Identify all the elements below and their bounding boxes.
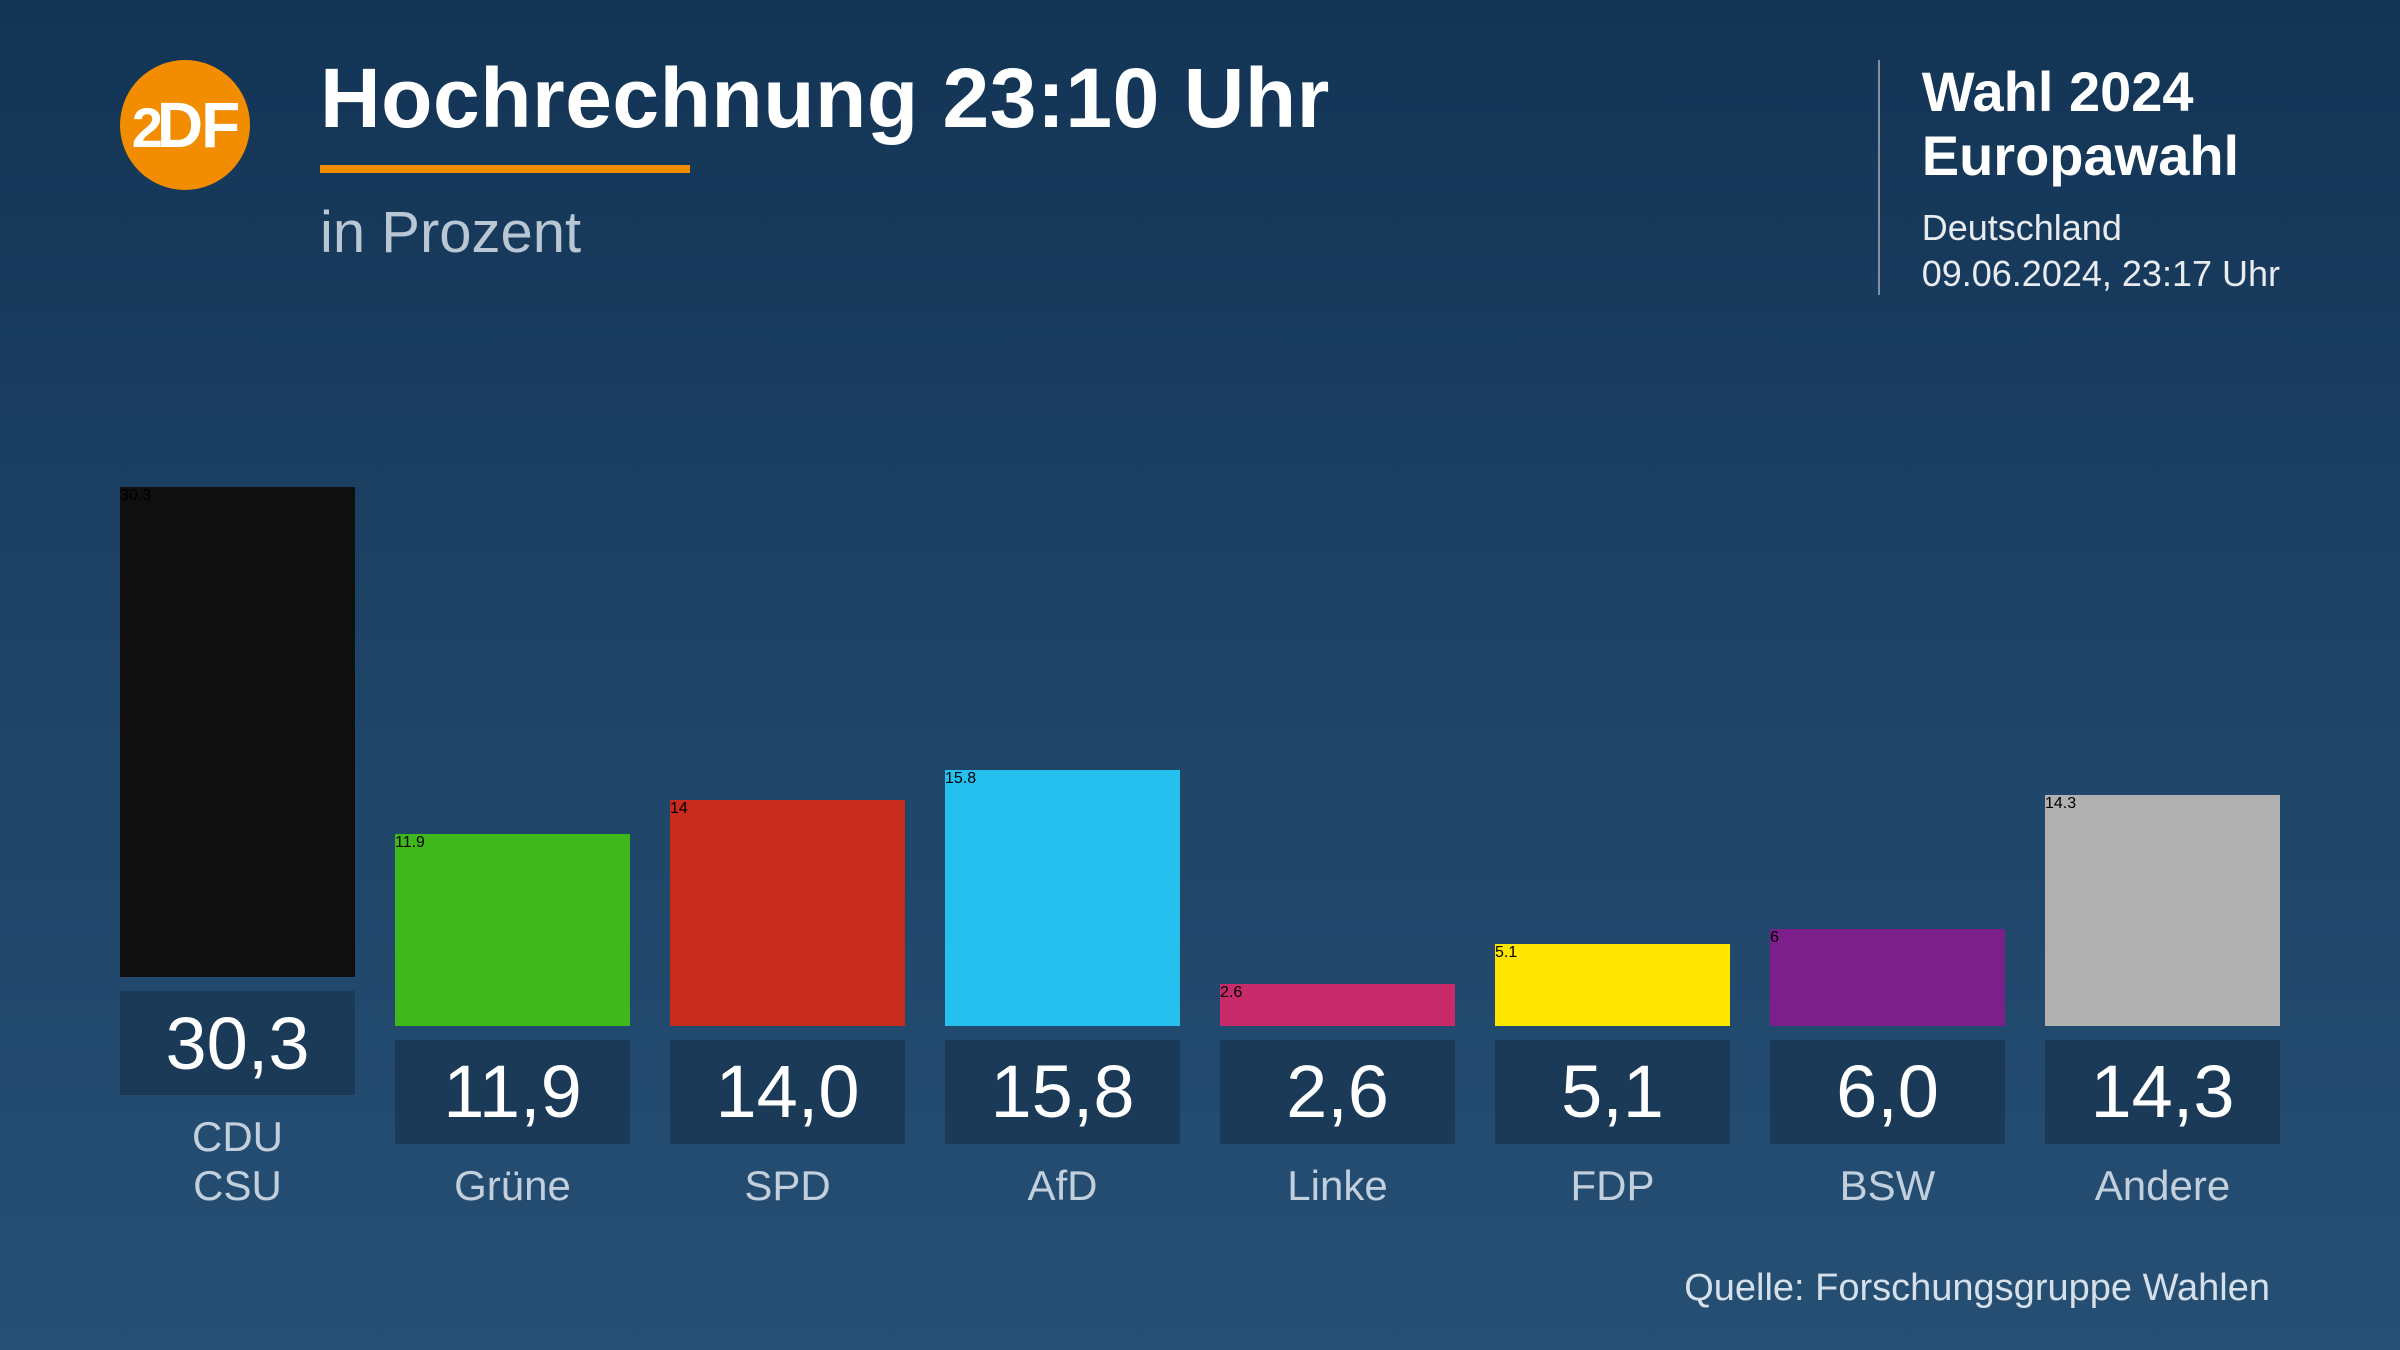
bar: 11.9 (395, 834, 630, 1026)
chart-subtitle: in Prozent (320, 199, 1330, 266)
logo-text-right: DF (157, 88, 238, 162)
bar-column: 14 14,0 SPD (670, 536, 905, 1210)
bar-column: 15.8 15,8 AfD (945, 536, 1180, 1210)
bar-area: 15.8 (945, 536, 1180, 1026)
party-label: SPD (670, 1162, 905, 1210)
bar-area: 14.3 (2045, 536, 2280, 1026)
value-box: 6,0 (1770, 1040, 2005, 1144)
bar-column: 14.3 14,3 Andere (2045, 536, 2280, 1210)
bar-area: 6 (1770, 536, 2005, 1026)
meta-country: Deutschland (1922, 207, 2280, 249)
party-label: Grüne (395, 1162, 630, 1210)
party-label: FDP (1495, 1162, 1730, 1210)
bar-column: 2.6 2,6 Linke (1220, 536, 1455, 1210)
bar-area: 14 (670, 536, 905, 1026)
value-box: 14,0 (670, 1040, 905, 1144)
party-label: BSW (1770, 1162, 2005, 1210)
bar: 30.3 (120, 487, 355, 977)
election-meta: Wahl 2024 Europawahl Deutschland 09.06.2… (1878, 60, 2280, 295)
meta-election-type: Europawahl (1922, 124, 2280, 188)
logo-text-left: 2 (132, 95, 161, 160)
bar-column: 30.3 30,3 CDU CSU (120, 487, 355, 1210)
bar: 5.1 (1495, 944, 1730, 1026)
meta-timestamp: 09.06.2024, 23:17 Uhr (1922, 253, 2280, 295)
value-box: 2,6 (1220, 1040, 1455, 1144)
bar: 2.6 (1220, 984, 1455, 1026)
bar-column: 11.9 11,9 Grüne (395, 536, 630, 1210)
meta-election-year: Wahl 2024 (1922, 60, 2280, 124)
party-label: Andere (2045, 1162, 2280, 1210)
content: 2DF Hochrechnung 23:10 Uhr in Prozent Wa… (0, 0, 2400, 1350)
bar-area: 11.9 (395, 536, 630, 1026)
title-underline (320, 165, 690, 173)
bar-column: 6 6,0 BSW (1770, 536, 2005, 1210)
chart-title: Hochrechnung 23:10 Uhr (320, 50, 1330, 147)
header: Hochrechnung 23:10 Uhr in Prozent (320, 50, 1330, 266)
value-box: 14,3 (2045, 1040, 2280, 1144)
zdf-logo-icon: 2DF (120, 60, 250, 190)
bar-area: 2.6 (1220, 536, 1455, 1026)
broadcaster-logo: 2DF (120, 60, 250, 190)
value-box: 5,1 (1495, 1040, 1730, 1144)
party-label: Linke (1220, 1162, 1455, 1210)
bar: 6 (1770, 929, 2005, 1026)
bar: 14.3 (2045, 795, 2280, 1026)
bar: 15.8 (945, 770, 1180, 1026)
bar-chart: 30.3 30,3 CDU CSU 11.9 11,9 Grüne 14 14,0 SPD 15.… (120, 450, 2280, 1210)
bar-area: 30.3 (120, 487, 355, 977)
value-box: 11,9 (395, 1040, 630, 1144)
party-label: AfD (945, 1162, 1180, 1210)
bar-area: 5.1 (1495, 536, 1730, 1026)
bar-column: 5.1 5,1 FDP (1495, 536, 1730, 1210)
value-box: 15,8 (945, 1040, 1180, 1144)
source-attribution: Quelle: Forschungsgruppe Wahlen (1684, 1267, 2270, 1310)
value-box: 30,3 (120, 991, 355, 1095)
party-label: CDU CSU (120, 1113, 355, 1210)
bar: 14 (670, 800, 905, 1026)
